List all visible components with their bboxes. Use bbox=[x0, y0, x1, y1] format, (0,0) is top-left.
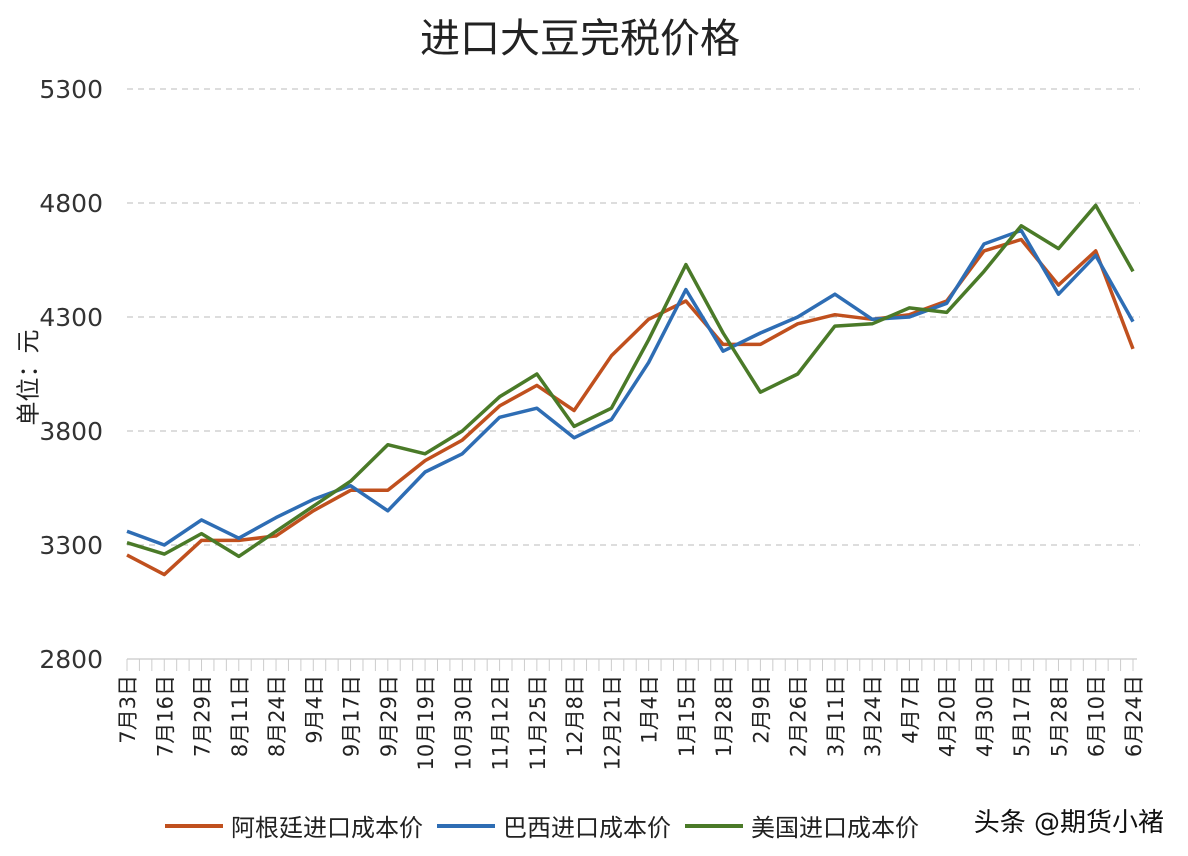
x-tick-label: 9月17日 bbox=[340, 675, 364, 757]
x-tick-label: 7月3日 bbox=[116, 675, 140, 744]
x-tick-label: 11月12日 bbox=[489, 675, 513, 770]
x-tick-label: 7月29日 bbox=[191, 675, 215, 757]
series-line bbox=[126, 203, 1135, 559]
x-tick-label: 3月24日 bbox=[861, 675, 885, 757]
x-tick-label: 9月29日 bbox=[377, 675, 401, 757]
x-tick-label: 1月4日 bbox=[638, 675, 662, 744]
x-tick-label: 12月21日 bbox=[600, 675, 624, 770]
x-tick-label: 4月7日 bbox=[898, 675, 922, 744]
series-line bbox=[126, 228, 1135, 547]
x-tick-label: 1月15日 bbox=[675, 675, 699, 757]
x-tick-label: 1月28日 bbox=[712, 675, 736, 757]
x-tick-label: 9月4日 bbox=[302, 675, 326, 744]
x-tick-label: 2月26日 bbox=[787, 675, 811, 757]
x-tick-label: 10月30日 bbox=[451, 675, 475, 770]
chart-title: 进口大豆完税价格 bbox=[420, 16, 740, 62]
y-tick-label: 4800 bbox=[39, 189, 103, 218]
legend-item: 美国进口成本价 bbox=[685, 808, 919, 843]
y-tick-label: 2800 bbox=[39, 645, 103, 674]
x-tick-label: 6月24日 bbox=[1122, 675, 1146, 757]
y-tick-label: 3300 bbox=[39, 531, 103, 560]
x-tick-label: 4月20日 bbox=[936, 675, 960, 757]
y-tick-label: 5300 bbox=[39, 75, 103, 104]
legend-label: 美国进口成本价 bbox=[751, 814, 919, 842]
watermark: 头条 @期货小褚 bbox=[973, 808, 1164, 838]
legend-swatch bbox=[437, 823, 495, 828]
x-tick-label: 8月24日 bbox=[265, 675, 289, 757]
x-tick-label: 8月11日 bbox=[228, 675, 252, 757]
x-tick-label: 10月19日 bbox=[414, 675, 438, 770]
legend-item: 阿根廷进口成本价 bbox=[165, 808, 423, 843]
legend-item: 巴西进口成本价 bbox=[437, 808, 671, 843]
x-tick-label: 12月8日 bbox=[563, 675, 587, 757]
x-tick-label: 5月28日 bbox=[1047, 675, 1071, 757]
y-tick-label: 3800 bbox=[39, 417, 103, 446]
x-tick-label: 7月16日 bbox=[153, 675, 177, 757]
x-tick-label: 4月30日 bbox=[973, 675, 997, 757]
series-line bbox=[126, 237, 1135, 577]
x-tick-label: 5月17日 bbox=[1010, 675, 1034, 757]
x-tick-label: 11月25日 bbox=[526, 675, 550, 770]
legend-swatch bbox=[165, 823, 223, 828]
legend-label: 阿根廷进口成本价 bbox=[231, 814, 423, 842]
legend: 阿根廷进口成本价 巴西进口成本价 美国进口成本价 bbox=[165, 808, 919, 843]
x-tick-label: 2月9日 bbox=[749, 675, 773, 744]
legend-label: 巴西进口成本价 bbox=[503, 814, 671, 842]
y-tick-label: 4300 bbox=[39, 303, 103, 332]
legend-swatch bbox=[685, 823, 743, 828]
x-tick-label: 6月10日 bbox=[1085, 675, 1109, 757]
x-tick-label: 3月11日 bbox=[824, 675, 848, 757]
